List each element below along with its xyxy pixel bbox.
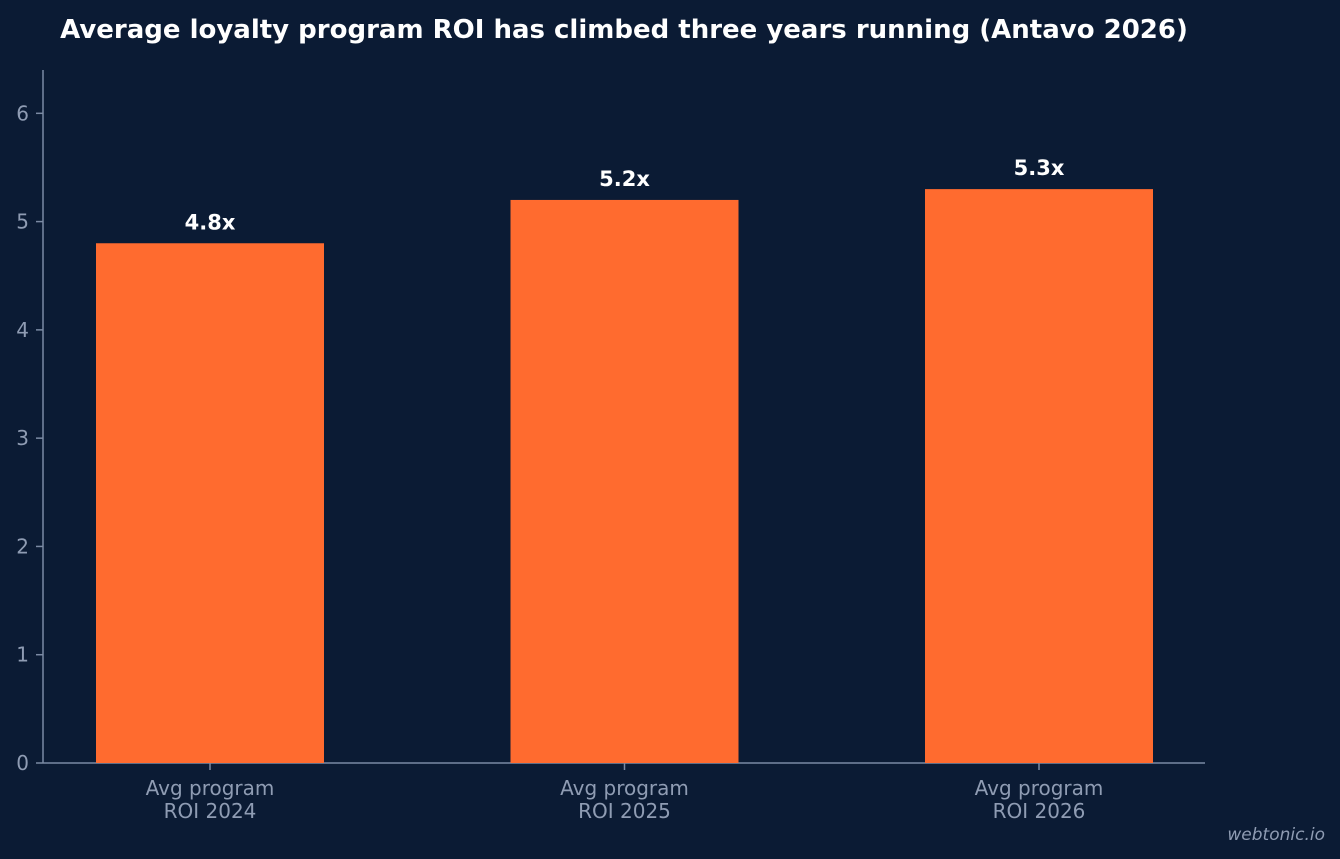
x-category-label: ROI 2026	[993, 799, 1086, 823]
bar-value-label: 4.8x	[185, 210, 236, 234]
y-tick-label: 2	[16, 534, 29, 558]
watermark-text: webtonic.io	[1227, 825, 1325, 845]
bar-value-label: 5.3x	[1014, 156, 1065, 180]
bars	[96, 189, 1153, 763]
y-tick-label: 6	[16, 101, 29, 125]
y-tick-label: 3	[16, 426, 29, 450]
x-category-label: ROI 2024	[164, 799, 257, 823]
y-tick-label: 4	[16, 318, 29, 342]
bar	[96, 243, 324, 763]
bar	[925, 189, 1153, 763]
y-tick-label: 0	[16, 751, 29, 775]
data-labels: 4.8x 5.2x 5.3x	[185, 156, 1065, 234]
y-axis: 0 1 2 3 4 5 6	[16, 70, 44, 775]
x-category-label: Avg program	[146, 776, 275, 800]
x-category-label: Avg program	[975, 776, 1104, 800]
y-tick-label: 5	[16, 210, 29, 234]
x-category-label: ROI 2025	[578, 799, 671, 823]
bar	[510, 199, 739, 763]
chart-title: Average loyalty program ROI has climbed …	[60, 15, 1188, 45]
x-category-label: Avg program	[560, 776, 689, 800]
y-tick-label: 1	[16, 643, 29, 667]
bar-value-label: 5.2x	[599, 167, 650, 191]
